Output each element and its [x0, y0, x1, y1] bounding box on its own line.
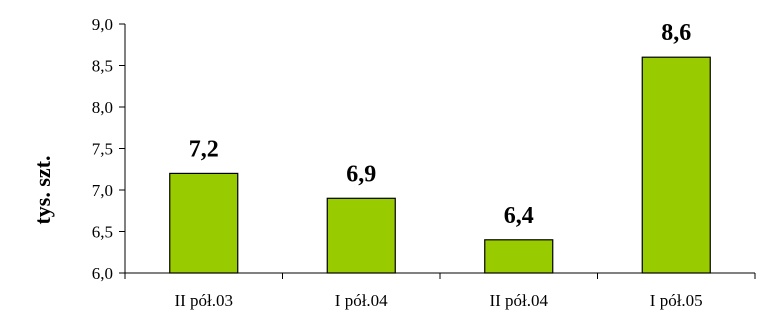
axes-group: [119, 23, 756, 279]
x-tick-label-1: II pół.03: [174, 291, 233, 310]
y-tick-label-7: 9,0: [92, 15, 113, 34]
x-tick-label-2: I pół.04: [335, 291, 388, 310]
y-tick-label-5: 8,0: [92, 98, 113, 117]
data-label-4: 8,6: [661, 20, 691, 46]
data-label-1: 7,2: [189, 136, 219, 162]
y-tick-label-2: 6,5: [92, 223, 113, 242]
y-axis-title: tys. szt.: [30, 155, 55, 224]
labels-group: 7,2 II pół.03 6,9 I pół.04 6,4 II pół.04 8,6 I …: [92, 15, 703, 310]
bar-4: [641, 56, 711, 274]
y-tick-label-4: 7,5: [92, 140, 113, 159]
data-label-2: 6,9: [346, 161, 376, 187]
bar-3: [484, 239, 554, 274]
data-label-3: 6,4: [504, 203, 534, 229]
bars-group: [169, 56, 711, 274]
y-tick-label-3: 7,0: [92, 181, 113, 200]
x-tick-label-3: II pół.04: [489, 291, 548, 310]
y-tick-label-1: 6,0: [92, 264, 113, 283]
y-tick-label-6: 8,5: [92, 57, 113, 76]
bar-2: [326, 197, 396, 274]
bar-1: [169, 172, 239, 274]
x-tick-label-4: I pół.05: [650, 291, 703, 310]
